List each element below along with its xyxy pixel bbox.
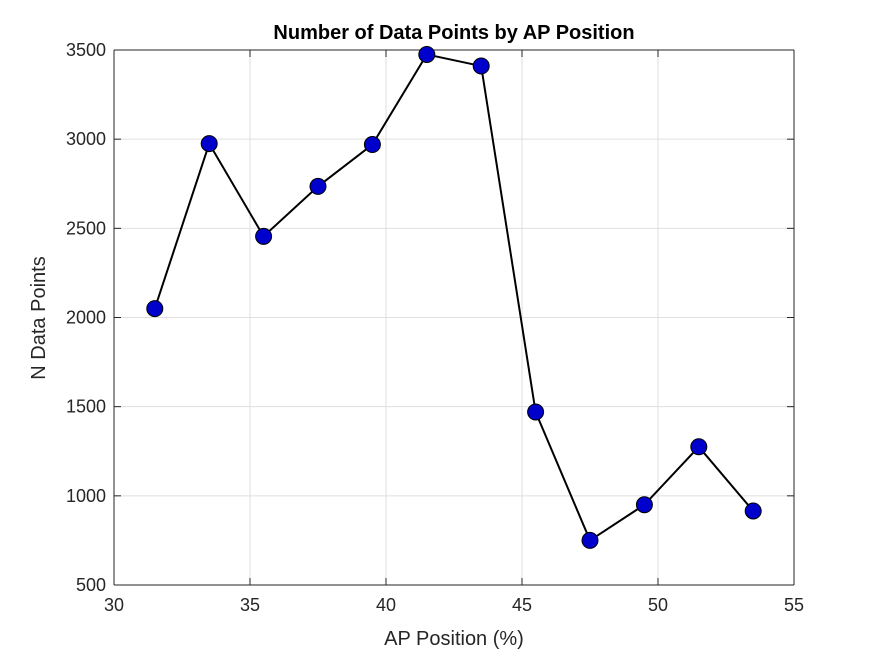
y-tick-label: 500 <box>76 575 106 595</box>
data-point <box>200 135 218 153</box>
data-point <box>309 177 327 195</box>
chart-title: Number of Data Points by AP Position <box>273 22 634 44</box>
y-tick-label: 3500 <box>66 40 106 60</box>
y-axis-label: N Data Points <box>28 256 50 379</box>
data-point <box>690 438 708 456</box>
data-point <box>744 502 762 520</box>
y-tick-label: 2000 <box>66 308 106 328</box>
data-point <box>363 136 381 154</box>
x-tick-label: 45 <box>512 595 532 615</box>
data-point <box>581 531 599 549</box>
series <box>146 45 762 549</box>
data-point <box>146 300 164 318</box>
x-axis-label: AP Position (%) <box>384 628 524 650</box>
x-tick-label: 30 <box>104 595 124 615</box>
grid <box>113 49 795 586</box>
data-point <box>418 45 436 63</box>
y-tick-label: 3000 <box>66 129 106 149</box>
x-tick-label: 50 <box>648 595 668 615</box>
data-point <box>635 496 653 514</box>
x-tick-label: 55 <box>784 595 804 615</box>
data-point <box>527 403 545 421</box>
x-tick-label: 40 <box>376 595 396 615</box>
y-tick-label: 1000 <box>66 486 106 506</box>
series-line <box>153 53 754 542</box>
data-point <box>472 57 490 75</box>
y-tick-label: 1500 <box>66 397 106 417</box>
data-point <box>255 227 273 245</box>
y-tick-label: 2500 <box>66 218 106 238</box>
ticks: 30 35 40 45 50 55 500 1000 1500 2000 2500 3000 3500 <box>66 40 804 615</box>
x-tick-label: 35 <box>240 595 260 615</box>
